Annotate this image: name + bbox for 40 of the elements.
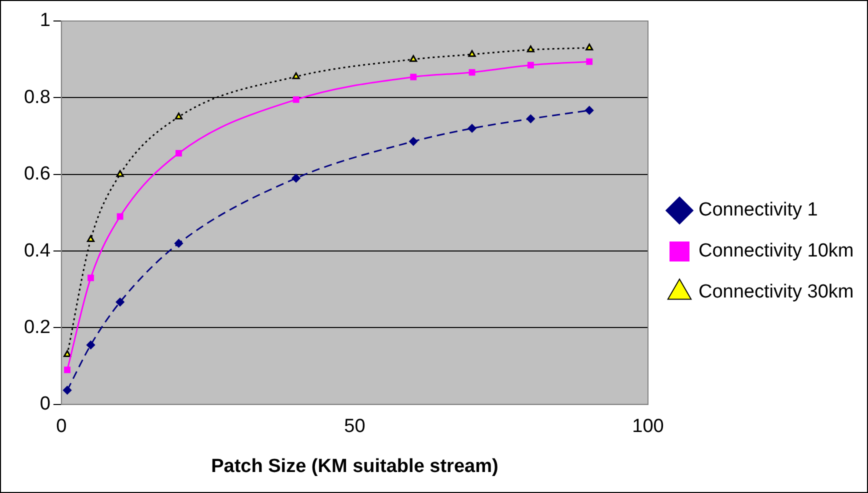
point — [292, 174, 300, 182]
point — [116, 298, 124, 306]
point — [468, 124, 476, 133]
point — [468, 50, 476, 57]
point — [174, 239, 183, 248]
x-tick-label: 0 — [56, 416, 67, 438]
point — [292, 96, 300, 103]
point — [585, 106, 594, 115]
point — [86, 340, 95, 350]
point — [176, 150, 182, 156]
y-tick-label: 0 — [40, 394, 50, 415]
point — [174, 112, 183, 120]
point — [63, 386, 72, 394]
legend-label: Connectivity 10km — [698, 240, 854, 262]
y-tick-label: 0.8 — [24, 86, 50, 108]
point — [86, 235, 95, 242]
x-tick-label: 50 — [344, 416, 366, 438]
point — [586, 44, 594, 50]
point — [64, 366, 71, 374]
legend-label: Connectivity 30km — [698, 282, 854, 303]
point — [64, 350, 72, 358]
y-tick-label: 0.4 — [24, 240, 51, 262]
y-tick-label: 0.6 — [24, 164, 50, 185]
point — [526, 46, 534, 52]
point — [88, 274, 94, 282]
point — [586, 58, 593, 65]
y-tick-label: 0.2 — [24, 316, 50, 338]
point — [292, 72, 300, 80]
point — [116, 213, 124, 220]
x-axis-title: Patch Size (KM suitable stream) — [211, 456, 498, 477]
point — [526, 114, 535, 124]
point — [116, 170, 124, 177]
point — [409, 137, 418, 146]
point — [410, 74, 417, 80]
y-tick-label: 1 — [40, 10, 50, 32]
point — [410, 55, 418, 62]
legend-label: Connectivity 1 — [698, 200, 818, 221]
point — [468, 69, 476, 76]
point — [527, 62, 534, 68]
x-tick-label: 100 — [632, 416, 664, 438]
